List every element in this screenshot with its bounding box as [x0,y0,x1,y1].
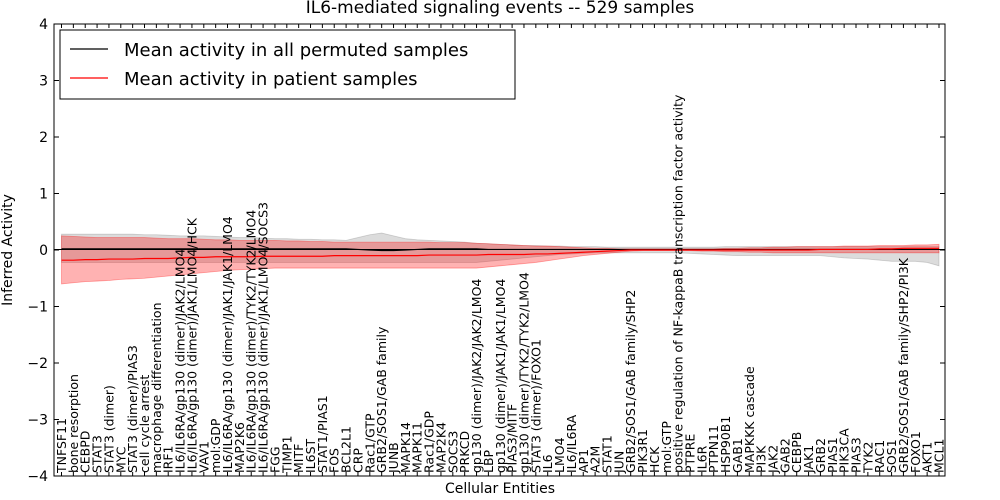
entity-label: LBP [481,449,496,473]
entity-label: JAK1 [801,445,816,474]
entity-label: PIK3R1 [635,429,650,473]
entity-label: RAC1 [872,440,887,473]
entity-label: gp130 (dimer)/JAK2/JAK2/LMO4 [469,279,484,473]
legend-label-patient: Mean activity in patient samples [124,69,418,90]
entity-label: IL6ST [303,438,318,473]
entity-label: TIMP1 [279,435,294,474]
entity-label: AP1 [576,449,591,473]
entity-label: A2M [588,446,603,473]
entity-label: MYC [113,446,128,473]
entity-label: PTPN11 [706,425,721,473]
entity-label: HSP90B1 [718,416,733,473]
entity-label: gp130 (dimer)/JAK1/JAK1/LMO4 [493,279,508,473]
y-axis-label: Inferred Activity [0,194,16,306]
entity-label: PIAS1 [825,437,840,473]
entity-label: STAT3 (dimer) [101,385,116,473]
entity-label: GRB2 [813,438,828,473]
entity-label: STAT3 [90,435,105,473]
entity-label: bone resorption [66,374,81,473]
entity-label: FOXO1 [908,431,923,473]
entity-label: GRB2/SOS1/GAB family/SHP2/PI3K [896,257,911,473]
y-tick-label: −1 [27,300,48,316]
entity-label: CRP [350,448,365,473]
entity-label: PRKCD [457,431,472,473]
entity-label: MCL1 [932,439,947,473]
entity-label: STAT1/PIAS1 [315,395,330,473]
entity-label: AKT1 [920,442,935,473]
entity-label: cell cycle arrest [137,375,152,473]
series-lines-layer [61,247,939,261]
y-tick-label: −4 [27,469,48,485]
entity-label: BCL2L1 [339,426,354,473]
entity-label: IL6/IL6RA/gp130 (dimer)/JAK1/LMO4/SOCS3 [256,202,271,473]
entity-label: STAT3 (dimer)/FOXO1 [528,339,543,473]
entity-label: IL6/IL6RA/gp130 (dimer)/JAK2/LMO4 [173,249,188,473]
entity-label: SOCS3 [445,431,460,473]
entity-label: MAPK14 [398,422,413,473]
entity-label: VAV1 [196,441,211,473]
entity-label: MAP2K4 [433,422,448,473]
entity-label: HCK [647,446,662,473]
entity-label: GAB1 [730,438,745,473]
patient-band [61,235,940,285]
entity-label: FOS [327,448,342,473]
series-line-patient [61,247,939,261]
entity-label: CEBPD [78,431,93,473]
entity-label: MAPK11 [410,422,425,473]
x-axis-label: Cellular Entities [445,481,555,497]
entity-label: LMO4 [552,437,567,473]
entity-label: PIAS3/MITF [505,404,520,473]
entity-label: TYK2 [860,442,875,474]
y-tick-label: 1 [39,187,48,203]
entity-label: IL6 [540,454,555,473]
y-tick-label: 2 [39,130,48,146]
entity-label: IRF1 [161,445,176,473]
entity-label: Rac1/GDP [422,411,437,473]
entity-label: TNFSF11 [54,418,69,474]
y-tick-label: 3 [39,74,48,90]
entity-label: IL6/IL6RA/gp130 (dimer)/TYK2/TYK2/LMO4 [244,210,259,473]
legend-box [59,29,516,100]
entity-label: MAPKKK cascade [742,366,757,473]
entity-label: gp130 (dimer)/TYK2/TYK2/LMO4 [516,272,531,473]
entity-label: JUNB [386,442,401,474]
entity-label: IL6/IL6RA/gp130 (dimer)/JAK1/LMO4/HCK [184,217,199,473]
x-axis-ticks [61,24,940,476]
entity-label: CEBPB [789,432,804,473]
entity-label: SOS1 [884,439,899,473]
entity-label: STAT3 (dimer)/PIAS3 [125,345,140,473]
entity-label: GAB2 [777,438,792,473]
entity-label: PI3K [754,445,769,473]
chart-title: IL6-mediated signaling events -- 529 sam… [306,0,695,18]
entity-label: FGG [267,446,282,473]
entity-label: STAT1 [599,435,614,473]
y-tick-label: −3 [27,413,48,429]
entity-label: IL6R [694,445,709,473]
entity-label: positive regulation of NF-kappaB transcr… [671,94,686,473]
entity-label: Rac1/GTP [362,413,377,473]
entity-label: GRB2/SOS1/GAB family [374,326,389,473]
entity-label: macrophage differentiation [149,302,164,473]
entity-label: mol:GDP [208,418,223,473]
entity-label: PIAS3 [848,437,863,473]
entity-label: JUN [611,451,626,474]
legend: Mean activity in all permuted samples Me… [59,29,516,100]
y-axis: −4 −3 −2 −1 0 1 2 3 4 [27,17,945,485]
entity-label: PIK3CA [837,428,852,473]
entity-label: mol:GTP [659,421,674,473]
entity-label: PTPRE [682,434,697,473]
entity-label: JAK2 [765,445,780,474]
entity-label: IL6/IL6RA/gp130 (dimer)/JAK1/JAK1/LMO4 [220,216,235,473]
legend-label-permuted: Mean activity in all permuted samples [124,40,468,61]
entity-label: MITF [291,444,306,473]
y-tick-label: 4 [39,17,48,33]
entity-label: IL6/IL6RA [564,414,579,473]
entity-label: GRB2/SOS1/GAB family/SHP2 [623,290,638,473]
y-tick-label: 0 [39,243,48,259]
y-tick-label: −2 [27,356,48,372]
entity-label: MAP2K6 [232,422,247,473]
